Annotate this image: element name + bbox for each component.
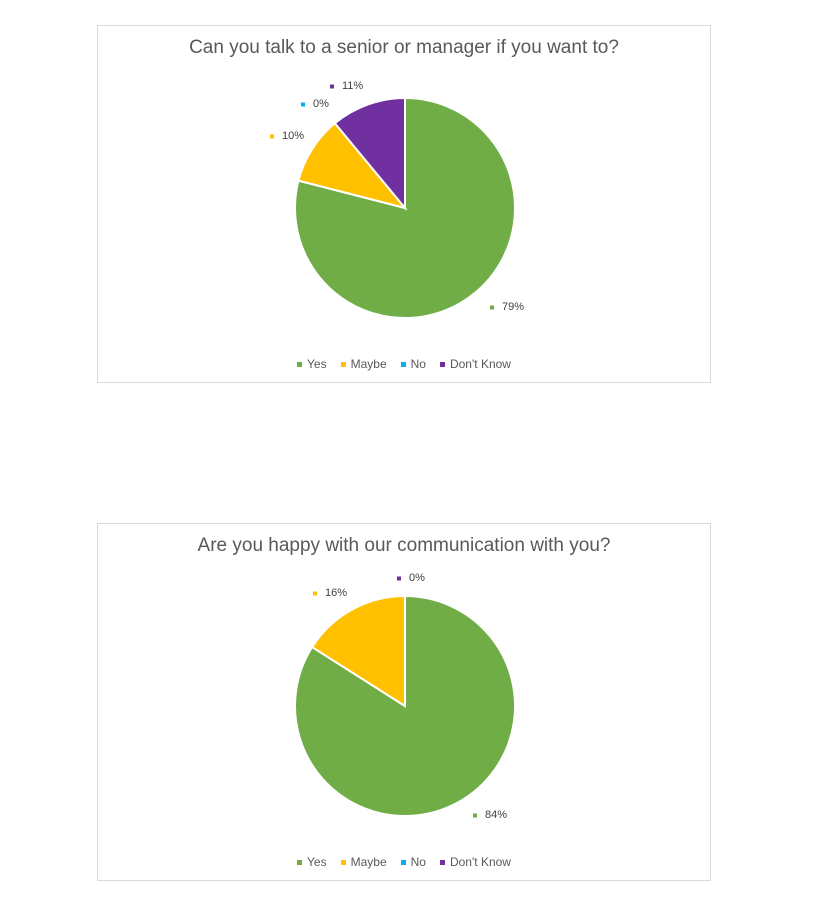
legend-swatch bbox=[400, 361, 406, 367]
legend-item-dont-know: Don't Know bbox=[439, 855, 511, 869]
chart-card-communication: Are you happy with our communication wit… bbox=[97, 523, 711, 881]
legend-item-maybe: Maybe bbox=[340, 357, 387, 371]
chart-card-senior-manager: Can you talk to a senior or manager if y… bbox=[97, 25, 711, 383]
legend-item-no: No bbox=[400, 357, 426, 371]
legend-swatch bbox=[439, 859, 445, 865]
legend-swatch bbox=[297, 361, 303, 367]
pie-slice-maybe bbox=[310, 594, 406, 708]
legend-label: Don't Know bbox=[449, 357, 511, 371]
pie-wedges bbox=[294, 594, 516, 817]
legend-label: Maybe bbox=[350, 855, 387, 869]
legend-label: Maybe bbox=[350, 357, 387, 371]
legend-item-yes: Yes bbox=[297, 855, 327, 869]
data-label-no: 0% bbox=[313, 98, 329, 110]
pie-slice-dont-know bbox=[333, 96, 406, 211]
legend-item-dont-know: Don't Know bbox=[439, 357, 511, 371]
legend-item-no: No bbox=[400, 855, 426, 869]
data-label-dont-know: 11% bbox=[342, 80, 363, 92]
legend-swatch bbox=[340, 361, 346, 367]
legend-item-yes: Yes bbox=[297, 357, 327, 371]
data-label-marker-maybe bbox=[270, 134, 274, 139]
data-label-marker-maybe bbox=[313, 591, 317, 596]
legend-swatch bbox=[297, 859, 303, 865]
legend-swatch bbox=[340, 859, 346, 865]
data-label-yes: 79% bbox=[502, 301, 524, 313]
data-label-marker-yes bbox=[473, 813, 477, 818]
chart-title: Are you happy with our communication wit… bbox=[197, 535, 611, 556]
chart-legend: Yes Maybe No Don't Know bbox=[98, 854, 710, 870]
pie-chart: 79% 10% 0% 11% bbox=[270, 80, 524, 319]
legend-label: Yes bbox=[307, 357, 327, 371]
data-label-yes: 84% bbox=[485, 809, 507, 821]
data-label-marker-dont-know bbox=[330, 84, 334, 89]
pie-wedges bbox=[294, 96, 516, 319]
data-label-marker-dont-know bbox=[397, 576, 401, 581]
data-label-marker-no bbox=[301, 102, 305, 107]
data-label-maybe: 10% bbox=[282, 130, 304, 142]
data-label-marker-yes bbox=[490, 305, 494, 310]
legend-swatch bbox=[400, 859, 406, 865]
chart-legend: Yes Maybe No Don't Know bbox=[98, 356, 710, 372]
data-label-maybe: 16% bbox=[325, 587, 347, 599]
legend-label: No bbox=[410, 855, 426, 869]
legend-item-maybe: Maybe bbox=[340, 855, 387, 869]
legend-label: Yes bbox=[307, 855, 327, 869]
legend-label: No bbox=[410, 357, 426, 371]
pie-chart: 84% 16% 0% bbox=[294, 572, 516, 821]
data-label-dont-know: 0% bbox=[409, 572, 425, 584]
chart-title: Can you talk to a senior or manager if y… bbox=[189, 37, 619, 58]
legend-swatch bbox=[439, 361, 445, 367]
legend-label: Don't Know bbox=[449, 855, 511, 869]
